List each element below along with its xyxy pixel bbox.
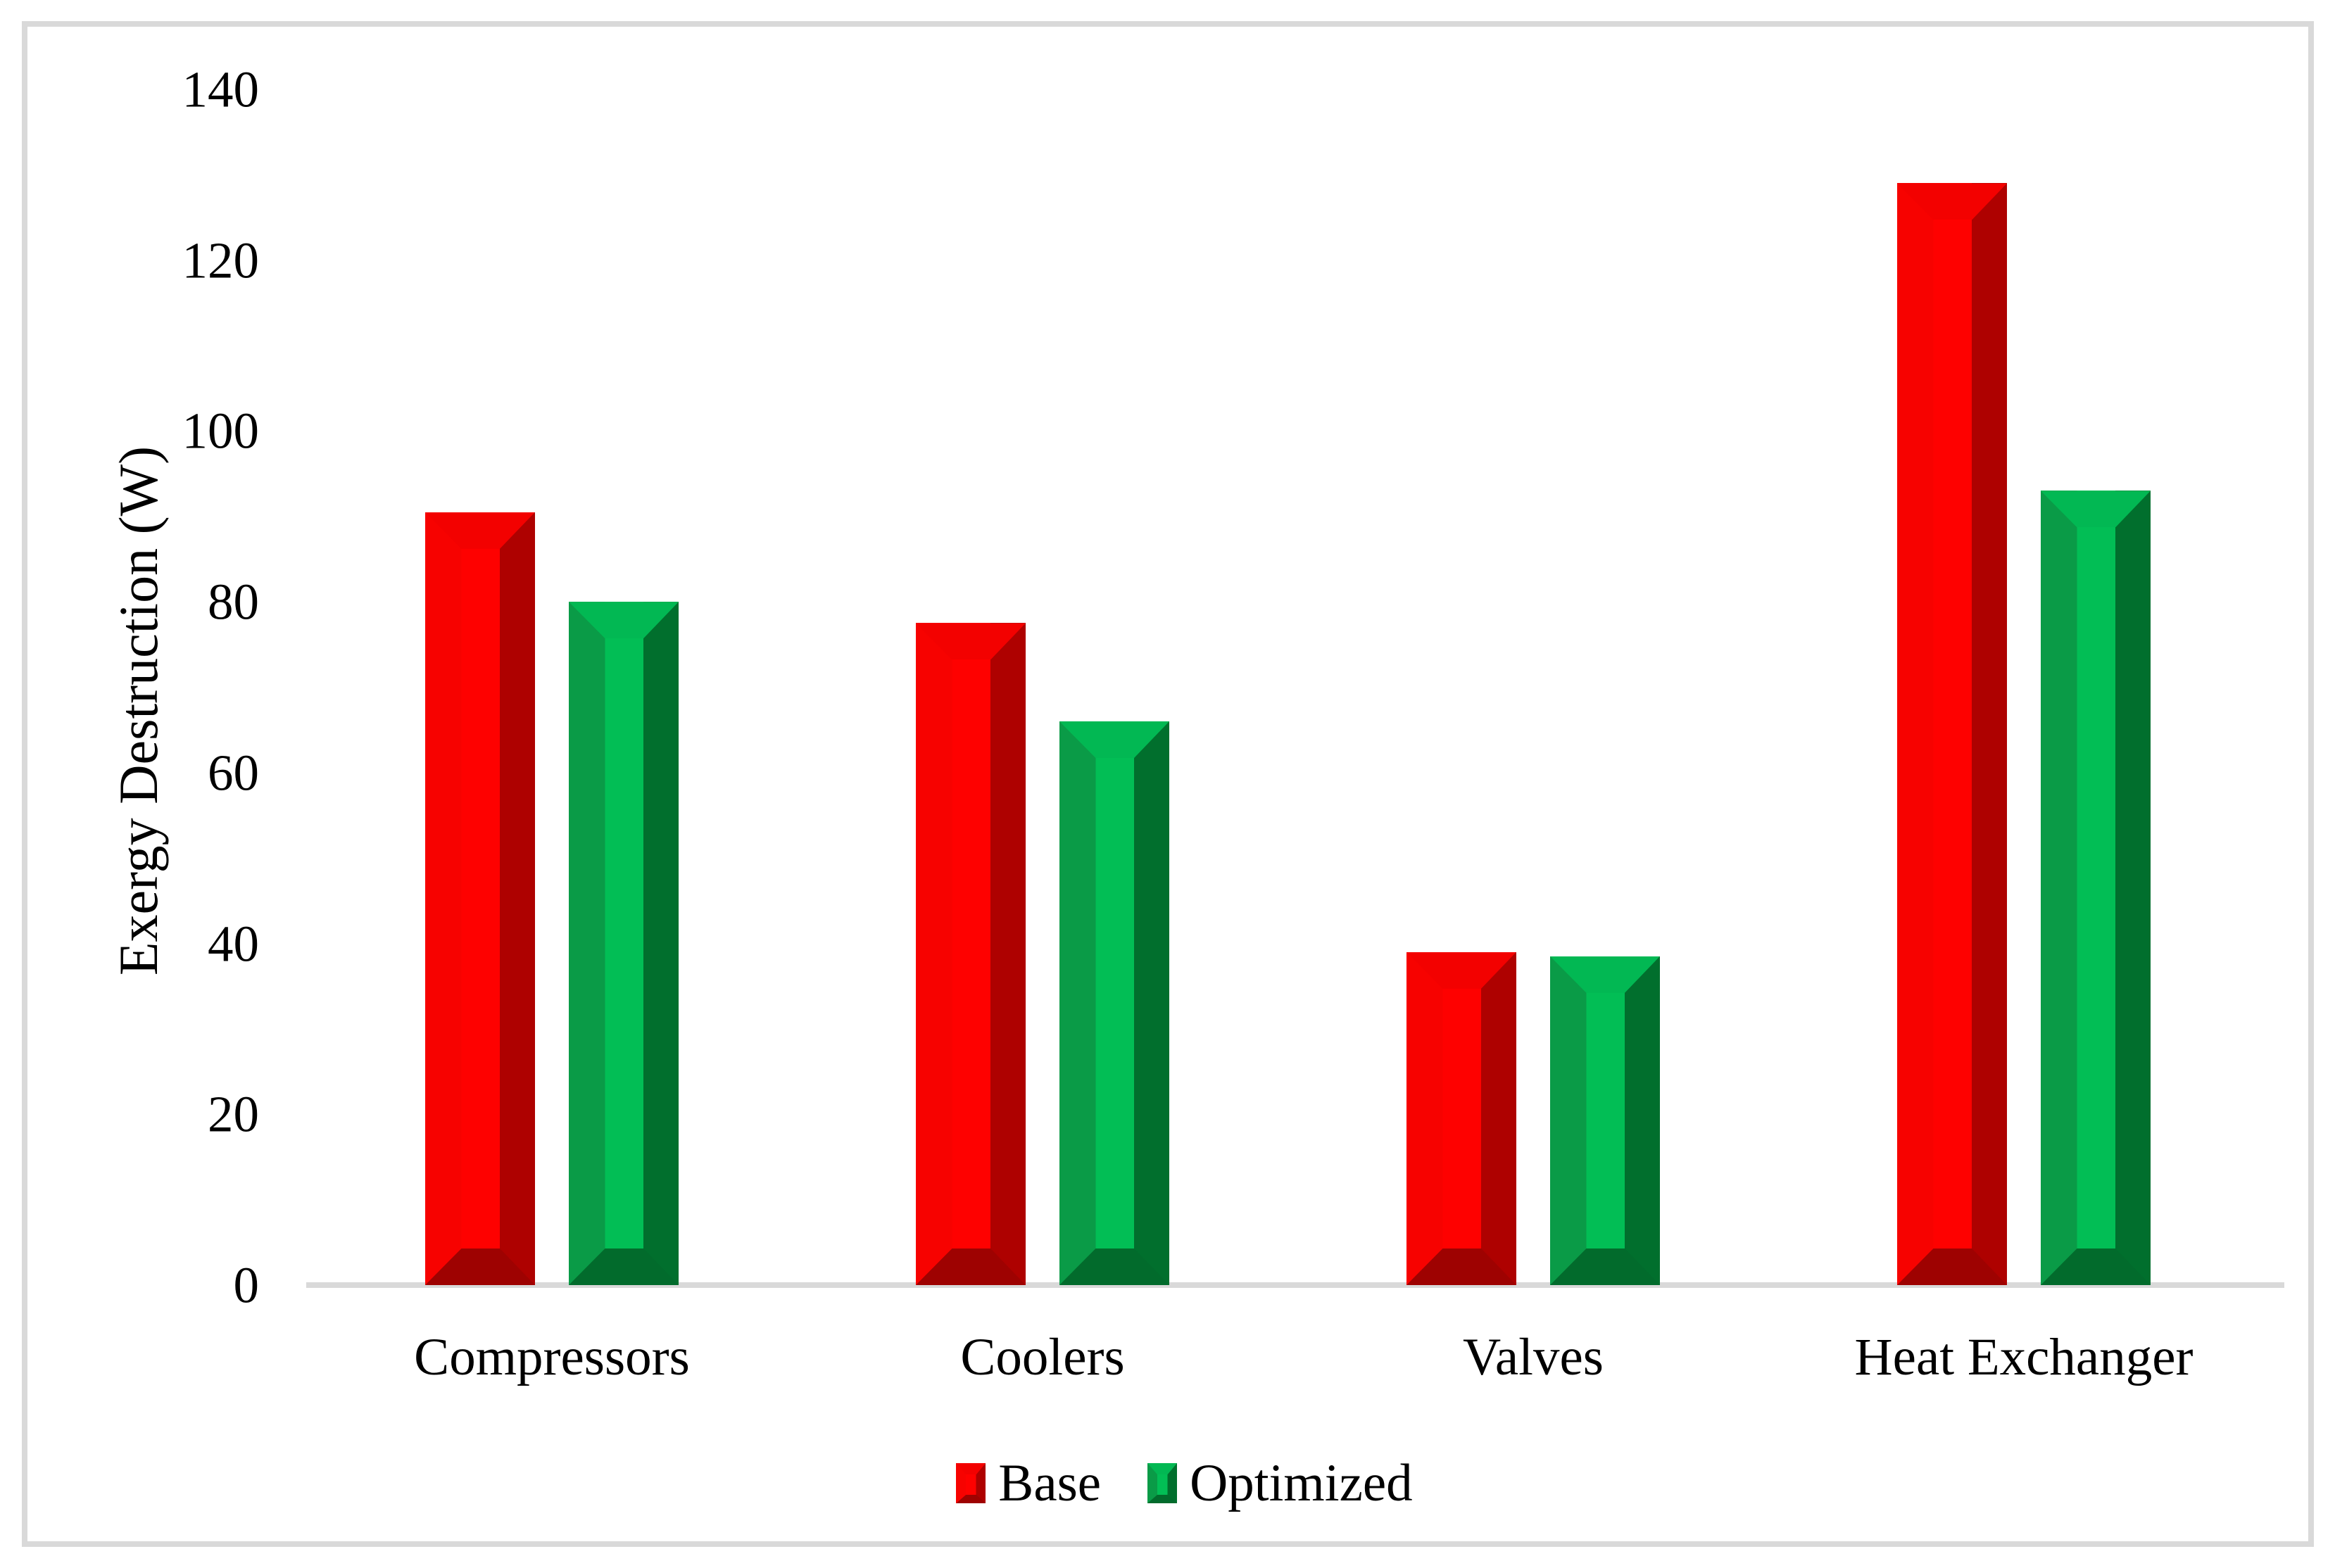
legend-item-optimized[interactable]: Optimized	[1147, 1457, 1413, 1510]
bar-top-bevel	[1059, 721, 1169, 759]
bar-optimized-coolers[interactable]	[1059, 721, 1169, 1285]
bar-base-compressors[interactable]	[425, 512, 535, 1285]
y-axis-title: Exergy Destruction (W)	[108, 445, 169, 976]
x-axis-line	[306, 1282, 2284, 1288]
bar-bottom-bevel	[1550, 1248, 1660, 1285]
bar-top-bevel	[1897, 183, 2007, 220]
bar-base-valves[interactable]	[1406, 951, 1516, 1285]
bar-top-bevel	[1550, 956, 1660, 993]
y-tick-label-40: 40	[208, 915, 259, 973]
x-axis-label-compressors: Compressors	[414, 1328, 690, 1386]
bar-base-heat-exchanger[interactable]	[1897, 183, 2007, 1285]
legend: Base Optimized	[17, 1457, 2335, 1510]
bar-bottom-bevel	[1406, 1248, 1516, 1285]
bar-bottom-bevel	[2041, 1248, 2151, 1285]
legend-swatch-base	[956, 1463, 986, 1503]
bar-optimized-valves[interactable]	[1550, 956, 1660, 1285]
bar-optimized-compressors[interactable]	[569, 602, 679, 1285]
bar-optimized-heat-exchanger[interactable]	[2041, 491, 2151, 1285]
bar-bottom-bevel	[916, 1248, 1026, 1285]
bar-bottom-bevel	[1897, 1248, 2007, 1285]
legend-label-base: Base	[998, 1454, 1102, 1512]
x-axis-label-coolers: Coolers	[960, 1328, 1125, 1386]
legend-item-base[interactable]: Base	[956, 1457, 1101, 1510]
bar-top-bevel	[425, 512, 535, 549]
bar-top-bevel	[2041, 491, 2151, 528]
y-tick-label-100: 100	[182, 402, 260, 460]
y-tick-label-60: 60	[208, 744, 259, 802]
y-tick-label-0: 0	[233, 1256, 260, 1314]
bar-bottom-bevel	[956, 1495, 986, 1503]
bar-base-coolers[interactable]	[916, 623, 1026, 1285]
y-tick-label-140: 140	[182, 61, 260, 118]
x-axis-label-heat-exchanger: Heat Exchanger	[1854, 1328, 2194, 1386]
y-tick-label-20: 20	[208, 1085, 259, 1143]
legend-label-optimized: Optimized	[1190, 1454, 1413, 1512]
legend-swatch-optimized	[1147, 1463, 1178, 1503]
y-tick-label-80: 80	[208, 573, 259, 631]
bar-top-bevel	[916, 623, 1026, 660]
bar-top-bevel	[1147, 1463, 1178, 1474]
bar-bottom-bevel	[425, 1248, 535, 1285]
y-tick-label-120: 120	[182, 232, 260, 289]
x-axis-label-valves: Valves	[1463, 1328, 1604, 1386]
bar-bottom-bevel	[1059, 1248, 1169, 1285]
bar-bottom-bevel	[569, 1248, 679, 1285]
bar-top-bevel	[1406, 951, 1516, 989]
bar-top-bevel	[569, 602, 679, 639]
bar-bottom-bevel	[1147, 1495, 1178, 1503]
bar-top-bevel	[956, 1463, 986, 1474]
